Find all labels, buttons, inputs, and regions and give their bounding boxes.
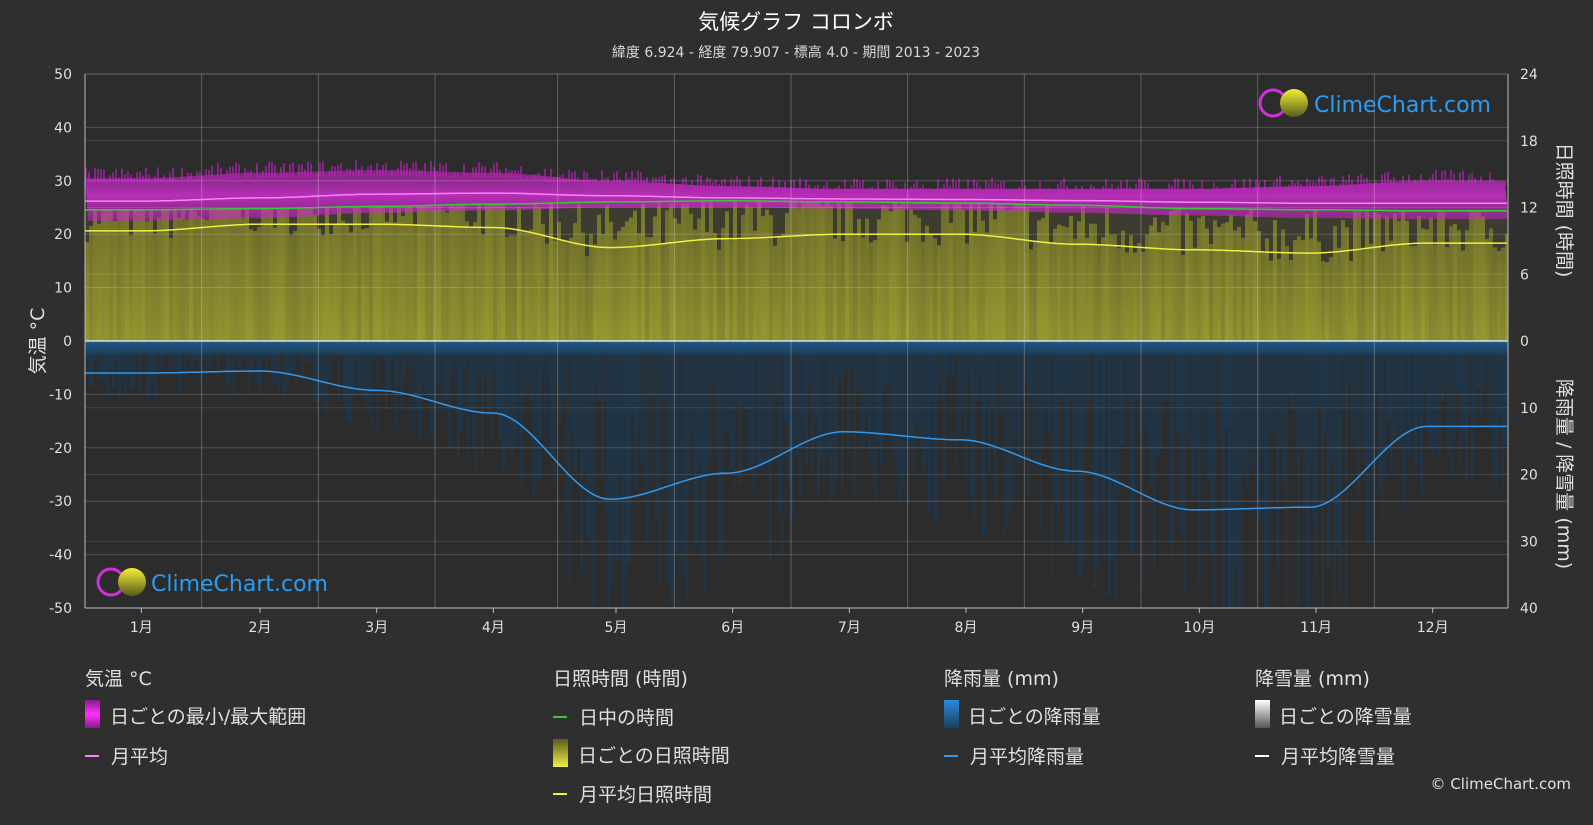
legend-sun-daily-label: 日ごとの日照時間 — [578, 745, 730, 767]
sunshine-avg-line — [85, 223, 1507, 254]
x-tick-label: 2月 — [249, 620, 272, 636]
legend-swatches — [85, 700, 1270, 767]
watermark-text-bottom: ClimeChart.com — [151, 572, 328, 597]
legend-sun-daylight-label: 日中の時間 — [579, 707, 675, 729]
legend-sun-title: 日照時間 (時間) — [553, 668, 688, 690]
x-tick-label: 4月 — [482, 620, 505, 636]
rain-avg-line-icon — [944, 754, 958, 757]
left-tick-label: 40 — [54, 120, 72, 136]
legend-sun-avg: 月平均日照時間 — [553, 780, 712, 807]
chart-subtitle: 緯度 6.924 - 経度 79.907 - 標高 4.0 - 期間 2013 … — [612, 44, 980, 61]
left-tick-label: -20 — [49, 441, 72, 457]
left-tick-label: 10 — [54, 281, 72, 297]
sun-avg-line-icon — [553, 792, 567, 795]
temp-range-swatch — [85, 700, 100, 728]
right-bottom-tick-label: 20 — [1520, 468, 1538, 484]
x-tick-label: 8月 — [955, 620, 978, 636]
left-axis-title: 気温 °C — [27, 308, 49, 375]
x-tick-label: 12月 — [1417, 620, 1449, 636]
daylight-line-icon — [553, 715, 567, 718]
legend-rain-daily: 日ごとの降雨量 — [968, 702, 1101, 729]
legend-rain-title: 降雨量 (mm) — [944, 668, 1059, 690]
x-tick-label: 5月 — [605, 620, 628, 636]
legend-temp-avg-label: 月平均 — [111, 746, 169, 768]
copyright-text: © ClimeChart.com — [1430, 775, 1571, 793]
rain-avg-line — [85, 370, 1507, 511]
right-top-tick-label: 12 — [1520, 201, 1538, 217]
chart-title: 気候グラフ コロンボ — [698, 10, 894, 34]
legend-temp-range: 日ごとの最小/最大範囲 — [110, 702, 306, 729]
left-tick-label: -50 — [49, 601, 72, 617]
legend-snow-avg-label: 月平均降雪量 — [1281, 746, 1396, 768]
watermark-text-top: ClimeChart.com — [1314, 93, 1491, 118]
x-tick-label: 9月 — [1071, 620, 1094, 636]
x-tick-label: 11月 — [1300, 620, 1332, 636]
left-tick-label: -10 — [49, 387, 72, 403]
watermark-bottom: ClimeChart.com — [96, 567, 328, 597]
x-tick-label: 1月 — [130, 620, 153, 636]
snow-avg-line-icon — [1255, 754, 1269, 757]
right-top-tick-label: 18 — [1520, 134, 1538, 150]
right-bottom-tick-label: 30 — [1520, 534, 1538, 550]
snow-daily-swatch — [1255, 700, 1270, 728]
legend-sun-avg-label: 月平均日照時間 — [579, 784, 713, 806]
left-tick-label: 20 — [54, 227, 72, 243]
legend-sun-daylight: 日中の時間 — [553, 703, 674, 730]
legend-temp-title: 気温 °C — [85, 668, 152, 690]
legend-rain-avg-label: 月平均降雨量 — [970, 746, 1085, 768]
legend-snow-daily-label: 日ごとの降雪量 — [1279, 706, 1412, 728]
axes: 50 40 30 20 10 0 -10 -20 -30 -40 -50 24 18 12 6 0 10 20 30… — [27, 67, 1575, 636]
left-tick-label: 0 — [63, 334, 72, 350]
logo-sun-icon — [1280, 89, 1308, 117]
legend-snow-daily: 日ごとの降雪量 — [1279, 702, 1412, 729]
right-top-tick-label: 6 — [1520, 267, 1529, 283]
legend-snow-title: 降雪量 (mm) — [1255, 668, 1370, 690]
right-bottom-axis-title: 降雨量 / 降雪量 (mm) — [1553, 379, 1575, 569]
legend-rain-avg: 月平均降雨量 — [944, 742, 1084, 769]
legend-temp-avg: 月平均 — [85, 742, 168, 769]
legend-snow-avg: 月平均降雪量 — [1255, 742, 1395, 769]
temp-avg-line — [85, 192, 1507, 204]
temp-avg-line-icon — [85, 754, 99, 757]
x-tick-label: 6月 — [721, 620, 744, 636]
series-lines — [85, 192, 1507, 511]
right-bottom-tick-label: 40 — [1520, 601, 1538, 617]
x-tick-label: 10月 — [1183, 620, 1215, 636]
right-top-tick-label: 0 — [1520, 334, 1529, 350]
legend-temp-range-label: 日ごとの最小/最大範囲 — [110, 706, 307, 728]
logo-sun-icon — [118, 568, 146, 596]
legend-sun-daily: 日ごとの日照時間 — [578, 741, 730, 768]
left-tick-label: 30 — [54, 174, 72, 190]
right-top-axis-title: 日照時間 (時間) — [1553, 143, 1575, 278]
rain-daily-swatch — [944, 700, 959, 728]
watermark-top: ClimeChart.com — [1258, 88, 1491, 118]
daily-texture — [85, 200, 1508, 608]
daylight-line — [85, 200, 1507, 212]
right-bottom-tick-label: 10 — [1520, 401, 1538, 417]
right-top-tick-label: 24 — [1520, 67, 1538, 83]
x-tick-label: 3月 — [365, 620, 388, 636]
sun-daily-swatch — [553, 739, 568, 767]
x-tick-label: 7月 — [838, 620, 861, 636]
left-tick-label: -30 — [49, 494, 72, 510]
legend-rain-daily-label: 日ごとの降雨量 — [968, 706, 1101, 728]
left-tick-label: 50 — [54, 67, 72, 83]
left-tick-label: -40 — [49, 548, 72, 564]
